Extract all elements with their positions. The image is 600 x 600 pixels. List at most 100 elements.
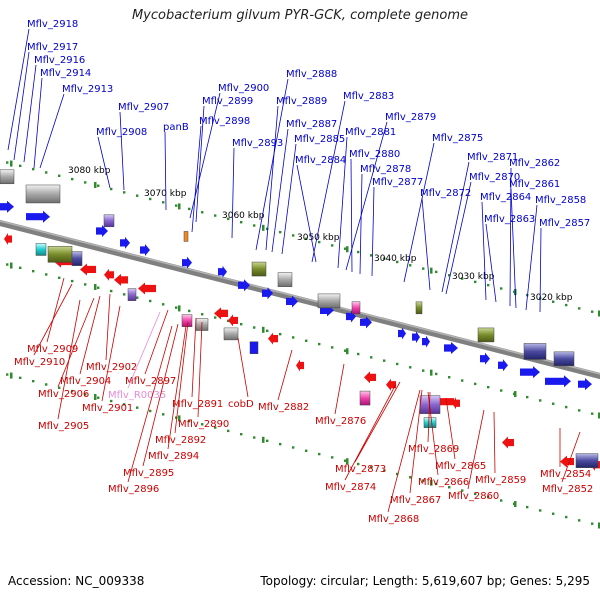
scale-tick [32,269,35,273]
forward-gene-arrow [26,210,50,223]
gene-label-mflv-2879: Mflv_2879 [385,112,436,123]
gene-leader-line [337,136,348,269]
scale-tick [396,362,399,366]
gene-label-mflv-2881: Mflv_2881 [345,127,396,138]
gene-label-mflv-2852: Mflv_2852 [542,484,593,495]
gene-label-mflv-2885: Mflv_2885 [294,134,345,145]
forward-gene-arrow [480,352,490,365]
gene-leader-line [23,64,37,163]
scale-tick [487,495,490,499]
gene-leader-line [525,204,538,311]
scale-tick [565,405,568,409]
gene-leader-line [39,93,65,169]
forward-gene-arrow [444,342,458,355]
major-tick [598,522,600,529]
forward-gene-arrow [360,316,372,329]
scale-tick [344,349,347,352]
scale-tick [552,300,555,303]
reverse-gene-arrow [138,282,156,295]
gene-leader-line [174,321,189,434]
gene-leader-line [142,323,179,467]
scale-tick [123,403,126,406]
gene-leader-line [57,297,95,388]
scale-tick [500,287,503,290]
gene-leader-line [281,143,297,255]
gene-leader-line [427,391,439,476]
scale-tick [6,263,9,266]
gene-label-mflv-2876: Mflv_2876 [315,416,366,427]
gene-block [183,231,189,242]
gene-label-mflv-2889: Mflv_2889 [276,96,327,107]
gene-block [359,390,371,406]
gene-leader-line [144,309,169,375]
scale-tick [539,399,542,402]
gene-label-mflv-2869: Mflv_2869 [408,444,459,455]
scale-tick [305,237,308,240]
gene-leader-line [387,389,421,513]
scale-tick [500,499,503,502]
scale-tick [162,201,165,204]
forward-gene-arrow [0,200,14,213]
scale-tick [422,267,425,270]
major-tick [94,181,97,188]
gene-leader-line [101,305,121,402]
gene-label-mflv-2859: Mflv_2859 [475,475,526,486]
scale-tick [58,276,61,279]
gene-leader-line [485,223,497,303]
gene-block [415,301,423,315]
gene-label-mflv-2865: Mflv_2865 [435,461,486,472]
scale-tick [578,409,581,412]
scale-tick [32,167,35,171]
gene-label-panb: panB [163,122,189,133]
scale-tick [370,356,373,359]
scale-tick [175,306,178,309]
scale-tick [448,274,451,277]
gene-leader-line [409,389,423,494]
major-tick [94,283,97,290]
scale-tick [188,309,191,313]
reverse-gene-arrow [560,455,574,468]
scale-tick [422,369,425,372]
scale-tick [552,512,555,515]
gene-leader-line [354,381,401,463]
gene-leader-line [344,383,397,481]
gene-leader-line [467,409,485,490]
scale-tick [97,396,100,399]
gene-block [249,341,259,355]
gene-leader-line [167,325,187,450]
gene-block [523,343,547,360]
reverse-gene-arrow [502,436,514,449]
gene-leader-line [164,131,167,211]
scale-tick [227,429,230,433]
gene-label-mflv-2874: Mflv_2874 [325,482,376,493]
scale-tick [214,426,217,429]
genome-summary-text: Topology: circular; Length: 5,619,607 bp… [260,574,590,588]
gene-block [127,288,137,301]
scale-label: 3050 kbp [297,233,340,243]
gene-leader-line [33,77,43,169]
scale-tick [110,289,113,293]
gene-label-mflv-2901: Mflv_2901 [82,403,133,414]
gene-leader-line [237,337,249,398]
gene-leader-line [46,277,65,343]
scale-tick [149,197,152,201]
gene-label-mflv-2894: Mflv_2894 [148,451,199,462]
gene-block [575,453,599,468]
scale-tick [565,303,568,307]
major-tick [346,246,349,253]
scale-label: 3060 kbp [222,211,265,221]
scale-tick [318,452,321,456]
scale-label: 3080 kbp [68,166,111,176]
reverse-gene-arrow [386,378,396,391]
gene-leader-line [127,311,161,389]
gene-leader-line [277,349,293,401]
scale-tick [136,406,139,409]
major-tick [430,479,433,486]
major-tick [262,326,265,333]
gene-leader-line [191,125,202,233]
forward-gene-arrow [182,256,192,269]
scale-label: 3020 kbp [530,293,573,303]
scale-tick [266,227,269,231]
gene-leader-line [119,111,125,191]
